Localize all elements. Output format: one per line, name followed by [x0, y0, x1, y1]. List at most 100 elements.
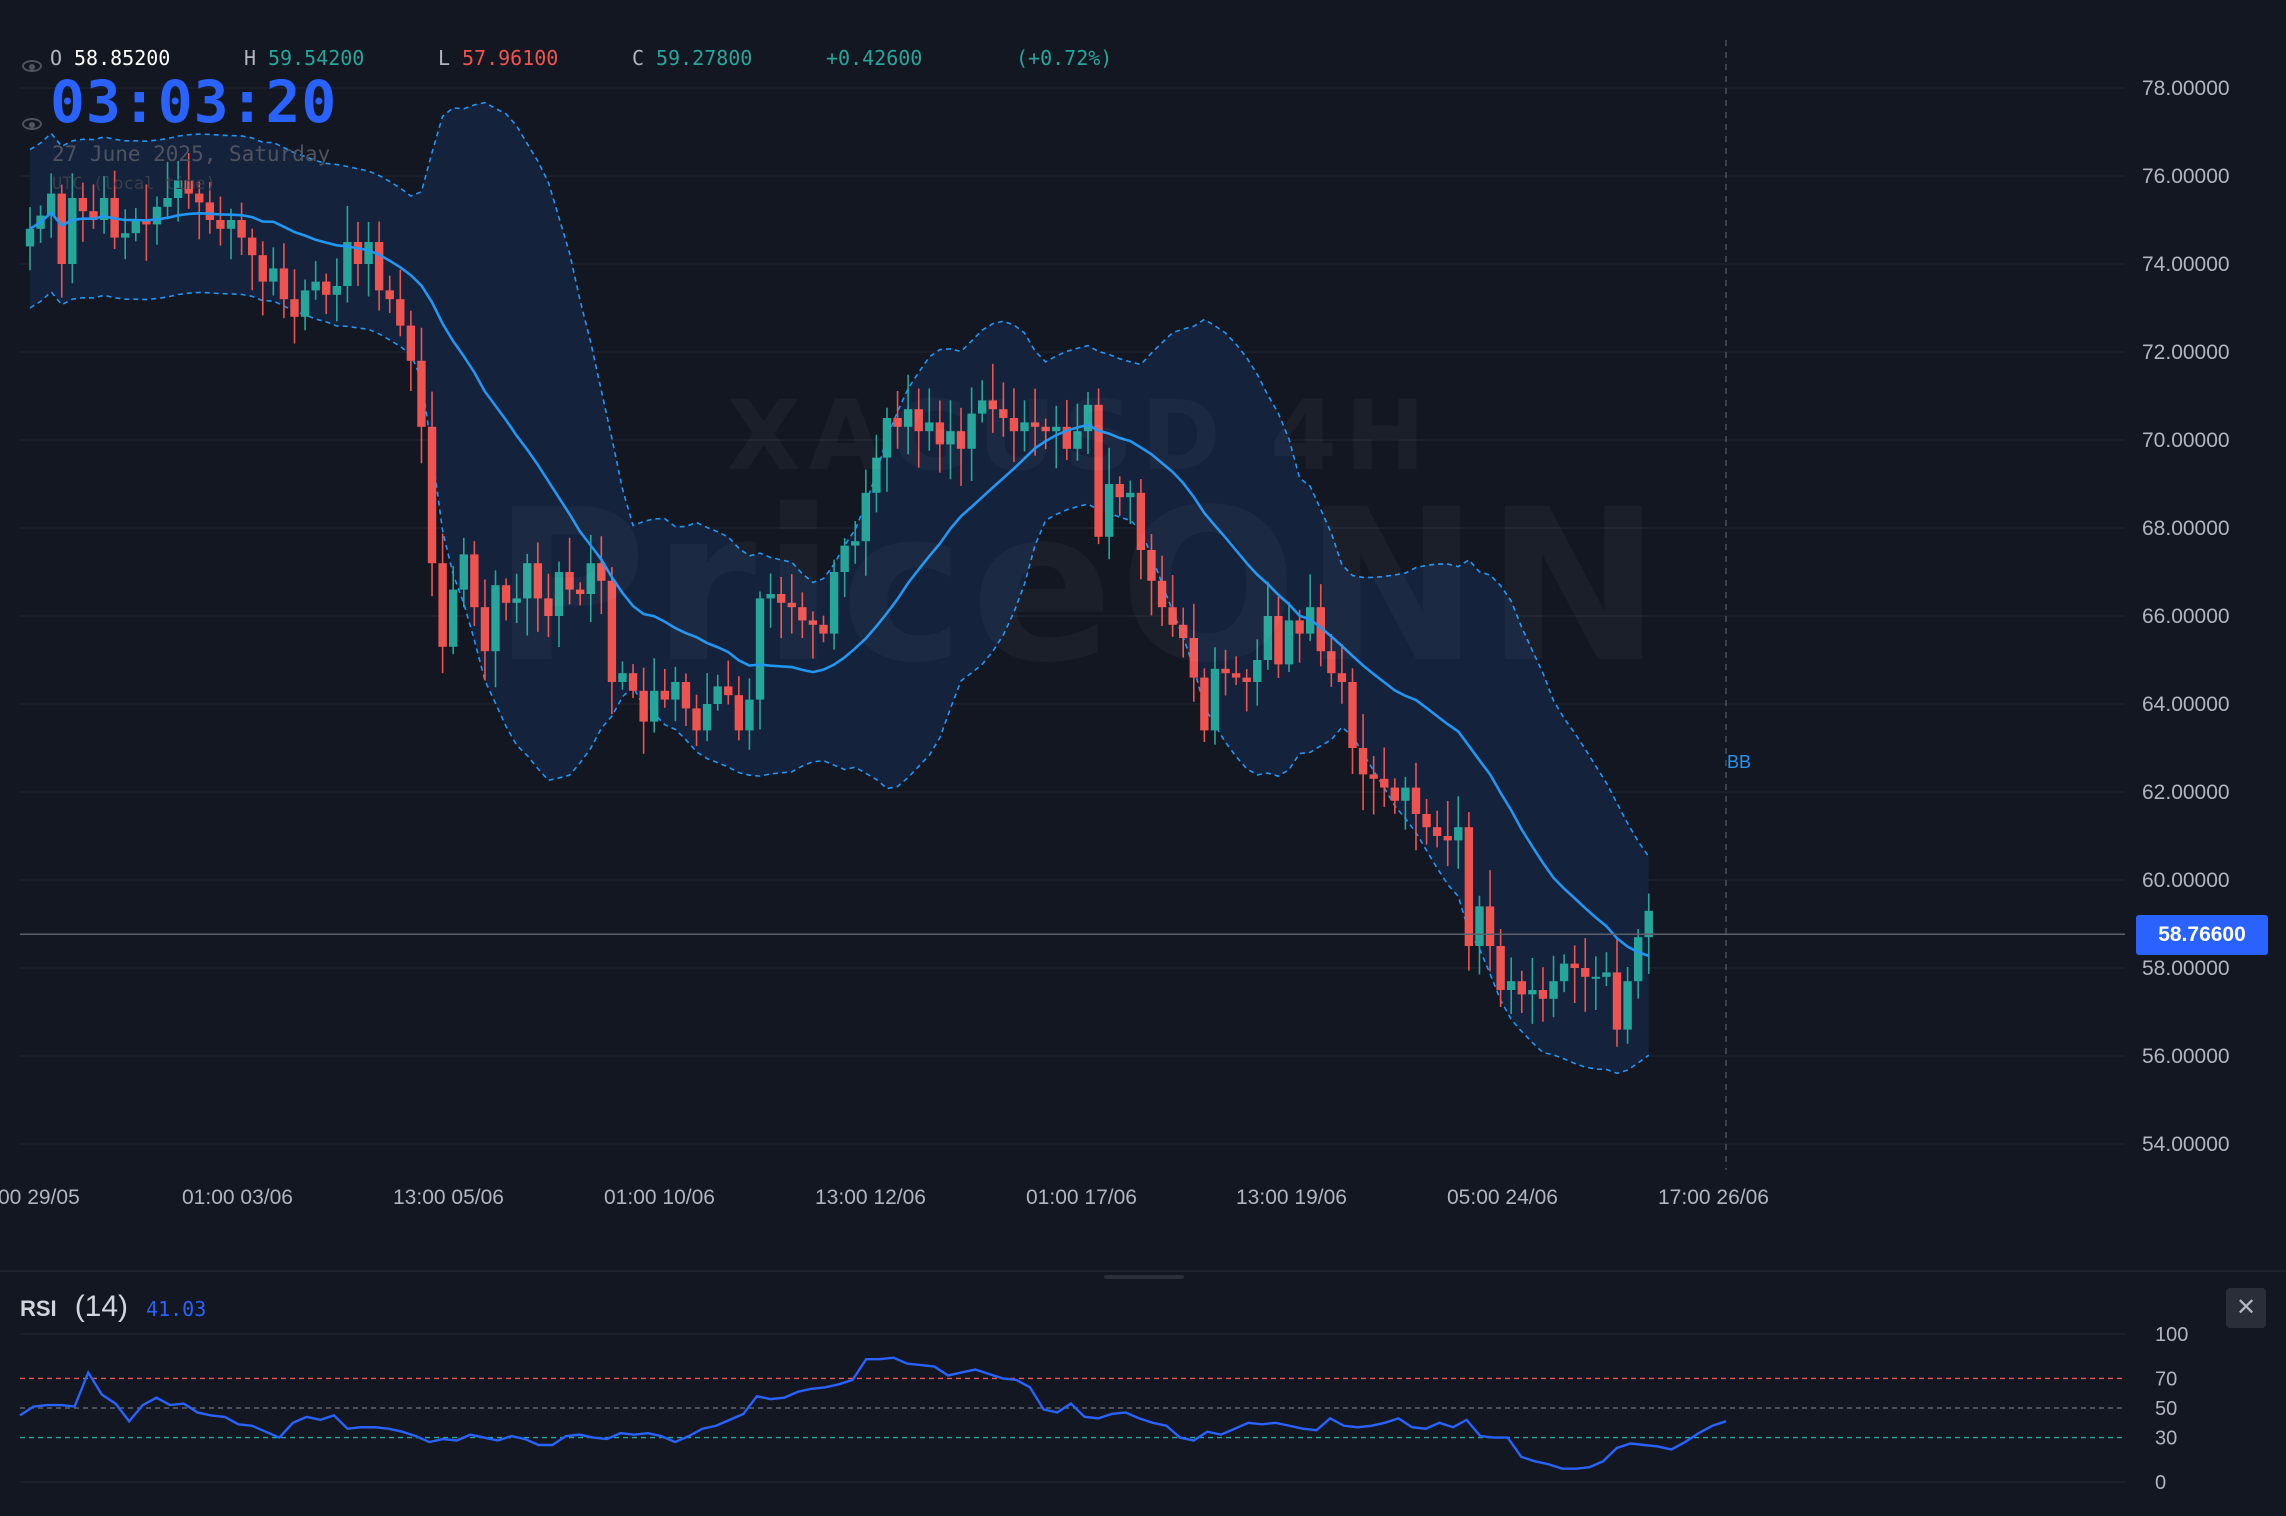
candle [1559, 954, 1569, 993]
ohlc-legend: O 58.85200 H 59.54200 L 57.96100 C 59.27… [50, 46, 1112, 70]
candle-body [766, 594, 775, 599]
candle [882, 407, 892, 492]
candle-body [99, 198, 109, 220]
clock-display: 03:03:20 [50, 68, 338, 136]
candle-body [258, 255, 267, 282]
candle-body [776, 594, 786, 603]
rsi-value: 41.03 [146, 1297, 207, 1321]
candle-body [216, 220, 225, 229]
candle-body [1591, 976, 1601, 979]
candle-body [1041, 426, 1050, 432]
x-tick-label: 01:00 03/06 [182, 1186, 293, 1209]
candle-body [290, 299, 299, 317]
price-axis[interactable]: 78.00000 76.00000 74.00000 72.00000 70.00000… [2142, 77, 2230, 1156]
candle-body [1168, 607, 1177, 625]
candle-body [78, 198, 88, 212]
eye-icon[interactable] [22, 118, 42, 130]
candle-body [1200, 677, 1209, 731]
candle-body [724, 686, 733, 696]
candle [1274, 596, 1283, 678]
candle-body [89, 211, 98, 220]
candle-body [1581, 968, 1590, 977]
candle-body [872, 457, 881, 493]
candle-body [671, 682, 680, 700]
timezone-label: UTC (local time) [52, 174, 216, 194]
candle [142, 184, 151, 261]
candle-body [1623, 981, 1632, 1030]
candle-body [1157, 580, 1167, 608]
candle-body [798, 607, 807, 621]
y-tick-label: 72.00000 [2142, 341, 2230, 364]
candle [1147, 533, 1156, 616]
candle [586, 534, 595, 623]
candle-body [745, 699, 754, 731]
candle-body [1094, 404, 1103, 537]
bb-indicator-label[interactable]: BB [1727, 752, 1752, 772]
high-value: 59.54200 [268, 46, 365, 70]
candle [798, 592, 807, 639]
candle [1136, 479, 1146, 580]
candle [914, 388, 923, 468]
candle-body [946, 431, 955, 445]
bb-upper-line [29, 101, 1650, 858]
candle-body [1104, 484, 1114, 537]
candle-body [660, 690, 669, 700]
open-label: O [50, 46, 63, 70]
y-tick-label: 78.00000 [2142, 77, 2230, 100]
eye-icon[interactable] [22, 60, 42, 72]
candle [935, 400, 945, 473]
overlays [20, 40, 2125, 1170]
candle [1443, 801, 1452, 867]
candle-body [438, 563, 447, 647]
candle-body [692, 708, 701, 731]
close-rsi-button[interactable]: ✕ [2226, 1288, 2266, 1328]
candle [1633, 929, 1643, 999]
pane-resize-handle[interactable] [1104, 1275, 1184, 1279]
candle-body [1517, 981, 1526, 995]
candle [967, 387, 976, 481]
time-axis[interactable]: 00 29/05 01:00 03/06 13:00 05/06 01:00 10/0… [0, 1186, 1769, 1209]
candle-body [195, 193, 204, 203]
candle [512, 573, 521, 623]
candle [68, 173, 77, 284]
candle [46, 173, 56, 238]
candle [607, 567, 617, 715]
candle-body [988, 400, 997, 410]
candle [501, 578, 511, 621]
candle-body [1126, 492, 1135, 498]
x-tick-label: 13:00 05/06 [393, 1186, 504, 1209]
candle-body [702, 704, 712, 731]
candle [1570, 945, 1579, 1004]
candle-body [1411, 787, 1421, 814]
x-tick-label: 01:00 17/06 [1026, 1186, 1137, 1209]
candle-body [1147, 550, 1156, 581]
candle [237, 202, 246, 255]
low-value: 57.96100 [462, 46, 559, 70]
candle [660, 668, 669, 708]
pane-separator[interactable] [0, 1270, 2286, 1272]
candle-body [597, 563, 606, 581]
candle-body [1263, 616, 1273, 660]
candle-body [1454, 827, 1463, 841]
candle [1020, 400, 1029, 452]
candle [1390, 778, 1400, 814]
candle-body [322, 281, 331, 295]
candle [1411, 762, 1421, 851]
candle [269, 247, 278, 296]
candle-body [999, 409, 1008, 418]
candle [491, 570, 500, 688]
open-value: 58.85200 [74, 46, 171, 70]
candle-body [755, 598, 765, 700]
candle-body [1485, 906, 1495, 946]
candle-body [1633, 937, 1643, 982]
low-label: L [438, 46, 451, 70]
candle-body [68, 198, 77, 264]
candle [597, 536, 606, 615]
candle [1581, 938, 1590, 1012]
candle [565, 537, 574, 605]
candle [650, 658, 659, 733]
candle [734, 676, 744, 741]
candle [787, 574, 796, 634]
x-tick-label: 05:00 24/06 [1447, 1186, 1558, 1209]
